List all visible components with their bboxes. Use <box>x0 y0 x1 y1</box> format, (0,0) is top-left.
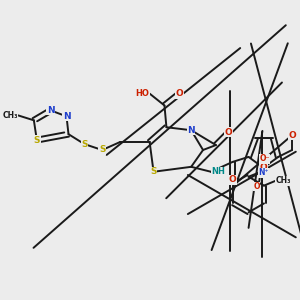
Text: N: N <box>188 126 195 135</box>
Text: O: O <box>229 175 237 184</box>
Text: O: O <box>260 163 267 172</box>
Text: O: O <box>176 89 183 98</box>
Text: HO: HO <box>136 89 150 98</box>
Text: O: O <box>225 128 232 137</box>
Text: O: O <box>288 131 296 140</box>
Text: S: S <box>99 146 105 154</box>
Text: N⁺: N⁺ <box>258 168 269 177</box>
Text: S: S <box>34 136 40 145</box>
Text: N: N <box>47 106 55 115</box>
Text: S: S <box>81 140 88 148</box>
Text: NH: NH <box>211 167 225 176</box>
Text: S: S <box>150 167 157 176</box>
Text: O: O <box>253 182 260 191</box>
Text: N: N <box>63 112 70 121</box>
Text: CH₃: CH₃ <box>2 111 18 120</box>
Text: O⁻: O⁻ <box>259 154 270 164</box>
Text: CH₃: CH₃ <box>276 176 291 185</box>
